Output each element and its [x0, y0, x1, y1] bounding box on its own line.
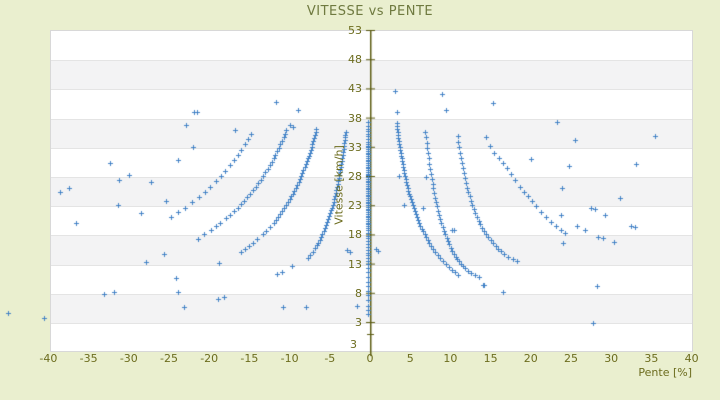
x-tick-label: 0: [366, 352, 374, 365]
y-axis-min-label: 3: [350, 338, 357, 351]
y-tick-label: 53: [348, 24, 362, 37]
y-tick-label: 18: [348, 228, 362, 242]
plot-area: [50, 30, 693, 352]
plot-band: [51, 118, 692, 149]
x-tick-label: -35: [79, 352, 98, 365]
x-tick-label: -40: [39, 352, 58, 365]
x-tick-label: 35: [644, 352, 659, 365]
x-tick-label: 20: [523, 352, 538, 365]
y-tick-label: 28: [348, 170, 362, 183]
y-tick-label: 23: [348, 199, 362, 213]
plot-band: [51, 60, 692, 91]
y-axis-title: Vitesse [km/h]: [332, 145, 346, 225]
plot-band: [51, 293, 692, 324]
plot-band: [51, 89, 692, 119]
x-tick-label: -10: [280, 352, 299, 365]
plot-band: [51, 177, 692, 208]
x-tick-label: 25: [564, 352, 578, 365]
y-tick-label: 13: [348, 257, 362, 271]
y-tick-label: 38: [348, 111, 362, 125]
chart-title: VITESSE vs PENTE: [306, 4, 434, 19]
y-tick-label: 8: [355, 286, 362, 300]
x-tick-label: 5: [406, 352, 414, 365]
x-tick-label: -30: [119, 352, 138, 365]
x-tick-label: 15: [483, 352, 498, 365]
x-tick-label: -15: [240, 352, 259, 365]
plot-band: [51, 264, 692, 295]
y-tick-label: 33: [348, 140, 362, 154]
x-tick-label: 30: [604, 352, 619, 365]
y-tick-label: 43: [348, 82, 362, 96]
y-tick-label: 48: [348, 53, 362, 67]
plot-band: [51, 235, 692, 266]
plot-band: [51, 147, 692, 178]
plot-band: [51, 206, 692, 236]
x-axis-title: Pente [%]: [638, 366, 692, 379]
y-tick-label: 3: [355, 316, 362, 329]
x-tick-label: 40: [684, 352, 699, 365]
plot-band: [51, 31, 692, 60]
plot-band: [51, 323, 692, 352]
x-tick-label: -20: [200, 352, 219, 365]
x-tick-label: -25: [160, 352, 178, 365]
x-tick-label: -5: [324, 352, 336, 365]
x-tick-label: 10: [443, 352, 458, 365]
